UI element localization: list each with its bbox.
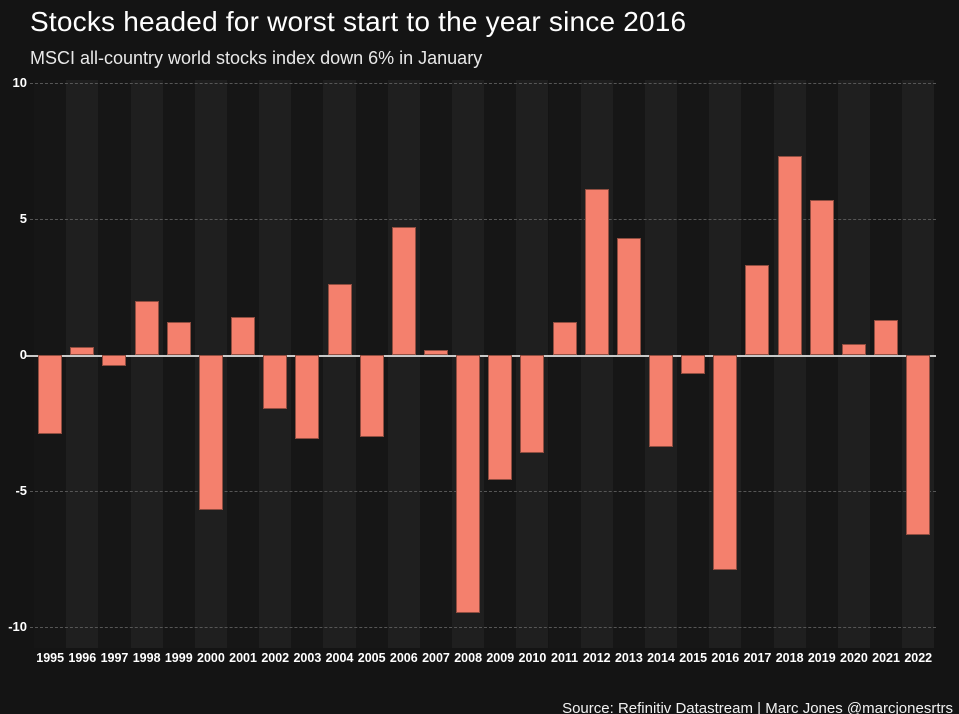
bar-2002: [263, 355, 288, 410]
bar-2009: [488, 355, 513, 481]
year-column-stripe: [323, 80, 356, 648]
y-axis-tick-label: 5: [19, 211, 27, 226]
bar-2018: [777, 156, 802, 355]
x-axis-label: 2011: [551, 651, 579, 665]
bar-2016: [713, 355, 738, 570]
bar-2020: [841, 344, 866, 355]
x-axis-label: 2021: [872, 651, 900, 665]
y-axis-tick-label: -10: [8, 619, 27, 634]
bar-2021: [874, 319, 899, 355]
x-axis-label: 2001: [229, 651, 257, 665]
bar-2007: [423, 349, 448, 355]
x-axis-label: 2022: [904, 651, 933, 665]
x-axis-label: 2012: [582, 651, 611, 665]
year-column-stripe: [227, 80, 260, 648]
x-axis-label: 2007: [422, 651, 450, 665]
x-axis-label: 1995: [36, 651, 65, 665]
year-column-stripe: [162, 80, 195, 648]
bar-2005: [359, 355, 384, 437]
x-axis-label: 2009: [486, 651, 515, 665]
bar-1999: [166, 322, 191, 355]
bar-2011: [552, 322, 577, 355]
chart-subtitle: MSCI all-country world stocks index down…: [30, 48, 483, 68]
bar-1995: [38, 355, 63, 434]
x-axis-label: 2018: [775, 651, 804, 665]
x-axis-label: 2000: [197, 651, 225, 665]
year-column-stripe: [66, 80, 99, 648]
bar-1998: [134, 300, 159, 355]
bar-2015: [681, 355, 706, 375]
bar-2022: [906, 355, 931, 535]
x-axis-label: 2013: [614, 651, 643, 665]
gridline: [30, 83, 936, 84]
x-axis-label: 2015: [679, 651, 708, 665]
bar-2001: [231, 316, 256, 355]
x-axis-label: 2016: [711, 651, 740, 665]
x-axis-label: 1997: [100, 651, 129, 665]
source-attribution: Source: Refinitiv Datastream | Marc Jone…: [562, 700, 953, 714]
year-column-stripe: [741, 80, 774, 648]
gridline: [30, 627, 936, 628]
bar-2012: [584, 189, 609, 355]
year-column-stripe: [805, 80, 838, 648]
bar-2010: [520, 355, 545, 453]
x-axis-label: 2006: [389, 651, 418, 665]
x-axis-label: 1999: [164, 651, 193, 665]
year-column-stripe: [548, 80, 581, 648]
x-axis-label: 1998: [132, 651, 161, 665]
year-column-stripe: [419, 80, 453, 648]
bar-2003: [295, 355, 320, 440]
chart-title: Stocks headed for worst start to the yea…: [30, 6, 687, 37]
y-axis-tick-label: 10: [12, 75, 27, 90]
bar-2013: [616, 238, 641, 355]
x-axis-label: 2020: [840, 651, 868, 665]
x-axis-label: 2014: [647, 651, 675, 665]
bar-2008: [456, 355, 481, 614]
bar-2006: [391, 227, 416, 355]
year-column-stripe: [870, 80, 903, 648]
bar-1997: [102, 355, 127, 366]
gridline: [30, 491, 936, 492]
bar-chart: 10 5 0 -5 -10 1995 1996 1997 1998 1999 2000 2001 200…: [0, 75, 959, 680]
x-axis-label: 2005: [357, 651, 386, 665]
y-axis-tick-label: -5: [15, 483, 27, 498]
year-column-stripe: [130, 80, 163, 648]
y-axis-tick-label: 0: [19, 347, 27, 362]
bar-2000: [198, 355, 223, 511]
x-axis-label: 2019: [807, 651, 836, 665]
year-column-stripe: [580, 80, 613, 648]
x-axis-label: 2017: [743, 651, 772, 665]
year-column-stripe: [837, 80, 870, 648]
x-axis-label: 2008: [454, 651, 483, 665]
x-axis-label: 2002: [261, 651, 290, 665]
zero-axis-line: [25, 355, 936, 357]
year-column-stripe: [387, 80, 420, 648]
gridline: [30, 219, 936, 220]
bar-2019: [809, 199, 834, 355]
bar-2004: [327, 284, 352, 355]
x-axis-label: 1996: [68, 651, 97, 665]
bar-1996: [70, 346, 95, 355]
year-column-stripe: [612, 80, 645, 648]
bar-2014: [649, 355, 674, 448]
x-axis-label: 2003: [293, 651, 322, 665]
x-axis-label: 2004: [325, 651, 354, 665]
x-axis-label: 2010: [518, 651, 547, 665]
bar-2017: [745, 265, 770, 355]
